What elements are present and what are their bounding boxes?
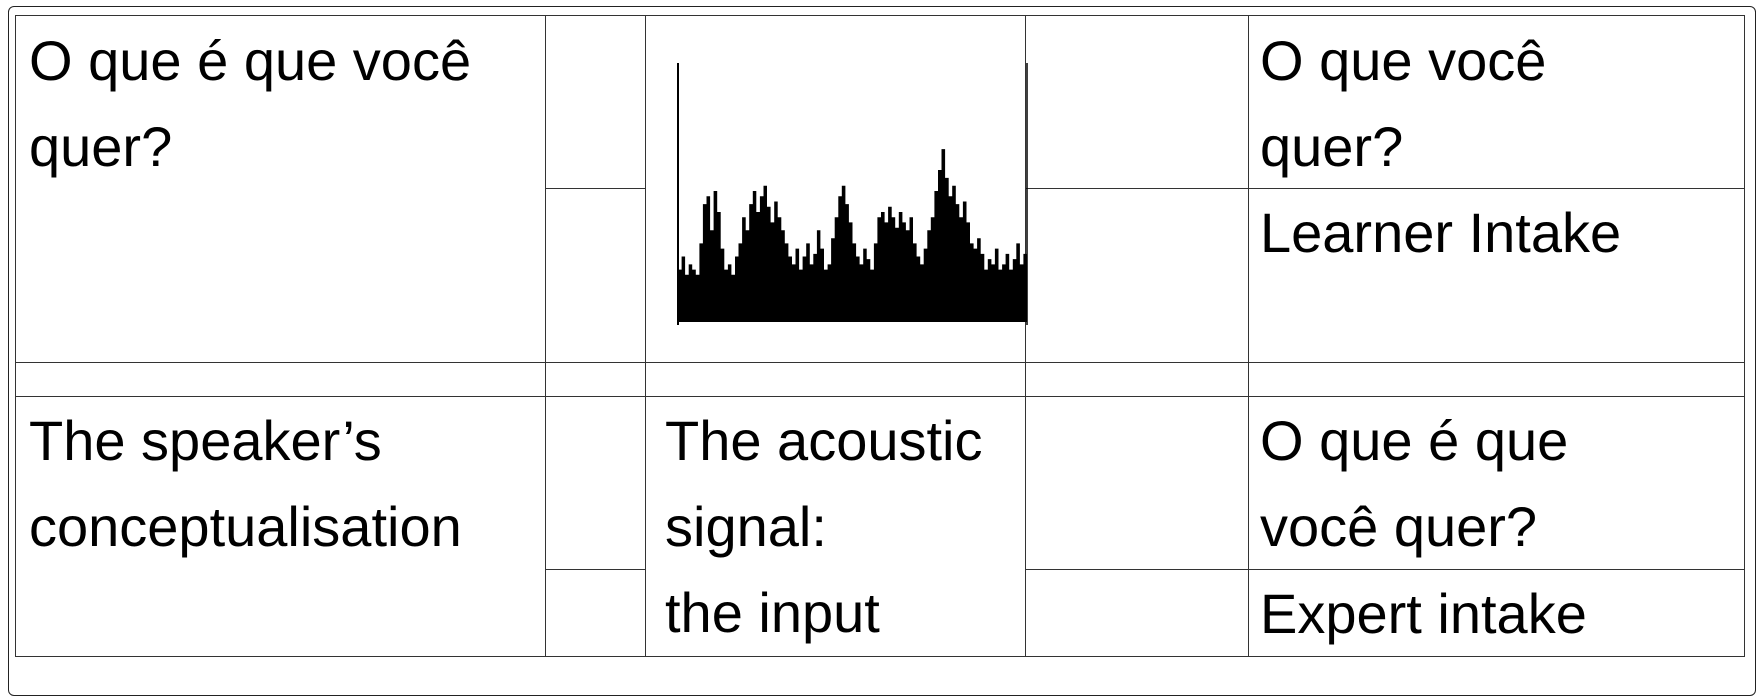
cell-learner-intake-text: Learner Intake: [1260, 201, 1622, 264]
column-divider-2: [645, 15, 646, 657]
row-divider-upper-right: [1025, 188, 1745, 189]
cell-bottom-right-text: O que é que você quer?: [1260, 409, 1569, 558]
cell-expert-intake-text: Expert intake: [1260, 582, 1587, 645]
table-border-left: [15, 15, 16, 657]
row-divider-upper-left: [545, 188, 645, 189]
table-border-bottom: [15, 656, 1745, 657]
diagram-table: O que é que você quer? O que você quer? …: [15, 15, 1745, 657]
row-divider-lower-right: [1025, 569, 1745, 570]
spacer-row-top: [15, 362, 1745, 363]
cell-bottom-middle-text: The acoustic signal: the input: [665, 409, 983, 644]
acoustic-signal-waveform: [677, 63, 1028, 325]
spacer-row-bottom: [15, 396, 1745, 397]
column-divider-1: [545, 15, 546, 657]
cell-top-right-text: O que você quer?: [1260, 29, 1547, 178]
column-divider-3: [1025, 15, 1026, 657]
row-divider-lower-left: [545, 569, 645, 570]
table-border-top: [15, 15, 1745, 16]
cell-bottom-left-text: The speaker’s conceptualisation: [29, 409, 462, 558]
waveform-path: [678, 149, 1027, 322]
cell-top-left-text: O que é que você quer?: [29, 29, 472, 178]
table-border-right: [1744, 15, 1745, 657]
column-divider-4: [1248, 15, 1249, 657]
